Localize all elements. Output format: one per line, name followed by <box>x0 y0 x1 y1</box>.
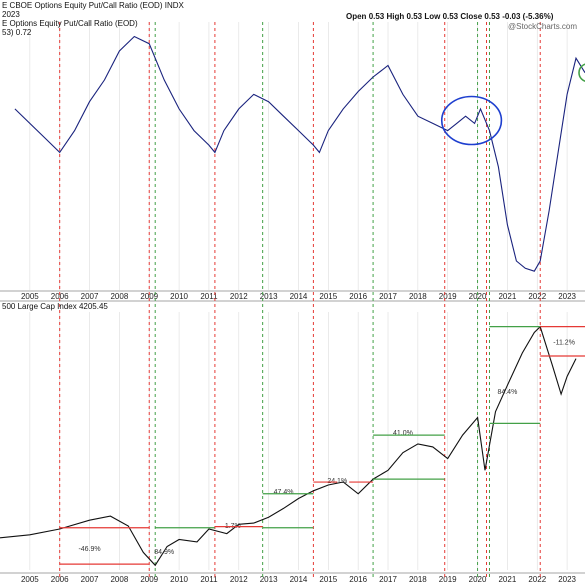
x-tick-label: 2005 <box>21 575 39 584</box>
bottom-legend: 500 Large Cap Index 4205.45 <box>2 302 108 311</box>
x-tick-label: 2016 <box>349 575 367 584</box>
x-tick-label: 2005 <box>21 292 39 301</box>
high-label: High <box>386 12 405 21</box>
x-tick-label: 2021 <box>498 575 516 584</box>
index-series-line <box>0 325 577 567</box>
ohlc-readout: Open 0.53 High 0.53 Low 0.53 Close 0.53 … <box>346 12 553 22</box>
x-tick-label: 2017 <box>379 292 397 301</box>
x-tick-label: 2014 <box>290 292 308 301</box>
x-tick-label: 2012 <box>230 575 248 584</box>
x-tick-label: 2009 <box>140 575 158 584</box>
x-tick-label: 2019 <box>439 575 457 584</box>
x-tick-label: 2009 <box>140 292 158 301</box>
x-tick-label: 2011 <box>200 575 218 584</box>
x-tick-label: 2018 <box>409 292 427 301</box>
percent-annotation: 47.4% <box>274 489 294 496</box>
x-tick-label: 2007 <box>81 575 99 584</box>
x-tick-label: 2022 <box>528 292 546 301</box>
x-tick-label: 2018 <box>409 575 427 584</box>
x-tick-label: 2016 <box>349 292 367 301</box>
x-tick-label: 2011 <box>200 292 218 301</box>
top-legend: E Options Equity Put/Call Ratio (EOD) <box>2 19 138 28</box>
open-value: 0.53 <box>368 12 385 21</box>
percent-annotation: 84.9% <box>154 549 174 556</box>
x-tick-label: 2015 <box>319 292 337 301</box>
x-tick-label: 2022 <box>528 575 546 584</box>
x-tick-label: 2006 <box>51 575 69 584</box>
x-tick-label: 2017 <box>379 575 397 584</box>
x-tick-label: 2012 <box>230 292 248 301</box>
low-label: Low <box>424 12 441 21</box>
close-value: 0.53 <box>484 12 500 21</box>
top-legend-value: 53) 0.72 <box>2 28 32 37</box>
x-tick-label: 2007 <box>81 292 99 301</box>
x-tick-label: 2023 <box>558 292 576 301</box>
x-tick-label: 2006 <box>51 292 69 301</box>
x-tick-label: 2008 <box>110 292 128 301</box>
annotation-circle <box>578 63 585 83</box>
percent-annotation: -11.2% <box>553 339 575 346</box>
x-tick-label: 2014 <box>290 575 308 584</box>
chart-title: E CBOE Options Equity Put/Call Ratio (EO… <box>2 1 184 10</box>
x-tick-label: 2013 <box>260 575 278 584</box>
x-tick-label: 2010 <box>170 292 188 301</box>
open-label: Open <box>346 12 367 21</box>
close-label: Close <box>460 12 483 21</box>
x-tick-label: 2008 <box>110 575 128 584</box>
change-value: -0.03 (-5.36%) <box>502 12 554 21</box>
percent-annotation: 84.4% <box>497 389 517 396</box>
chart-date-label: 2023 <box>2 10 20 19</box>
x-tick-label: 2015 <box>319 575 337 584</box>
x-tick-label: 2020 <box>469 292 487 301</box>
x-tick-label: 2019 <box>439 292 457 301</box>
watermark: @StockCharts.com <box>508 22 578 31</box>
annotation-ellipse <box>440 95 503 146</box>
putcall-series-line <box>14 35 585 272</box>
x-tick-label: 2013 <box>260 292 278 301</box>
x-tick-label: 2021 <box>498 292 516 301</box>
high-value: 0.53 <box>406 12 423 21</box>
percent-annotation: 41.0% <box>393 430 413 437</box>
x-tick-label: 2010 <box>170 575 188 584</box>
low-value: 0.53 <box>442 12 459 21</box>
percent-annotation: -46.9% <box>78 546 100 553</box>
x-tick-label: 2023 <box>558 575 576 584</box>
x-tick-label: 2020 <box>469 575 487 584</box>
